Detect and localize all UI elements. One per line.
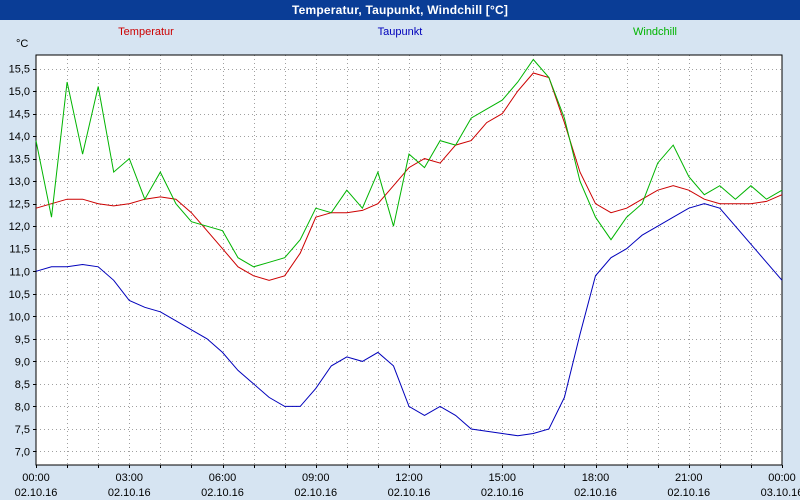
window-title: Temperatur, Taupunkt, Windchill [°C] (291, 3, 509, 17)
x-tick-date-label: 02.10.16 (481, 487, 524, 499)
x-tick-date-label: 02.10.16 (574, 487, 617, 499)
x-tick-time-label: 21:00 (675, 472, 703, 484)
y-tick-label: 15,5 (9, 64, 30, 76)
x-tick-time-label: 12:00 (395, 472, 423, 484)
x-tick-time-label: 00:00 (22, 472, 50, 484)
y-tick-label: 7,5 (15, 424, 30, 436)
y-tick-label: 13,5 (9, 154, 30, 166)
legend-item-taupunkt: Taupunkt (377, 26, 423, 38)
x-tick-date-label: 02.10.16 (15, 487, 58, 499)
y-tick-label: 7,0 (15, 446, 30, 458)
y-tick-label: 10,5 (9, 289, 30, 301)
y-axis-tick-labels: 15,5 15,0 14,5 14,0 13,5 13,0 12,5 12,0 11,5 11,0… (9, 64, 30, 459)
y-tick-label: 8,5 (15, 379, 30, 391)
legend-item-temperatur: Temperatur (118, 26, 174, 38)
y-tick-label: 14,5 (9, 109, 30, 121)
y-axis-unit-label: °C (16, 38, 29, 50)
x-tick-time-label: 18:00 (582, 472, 610, 484)
series-line-temperatur (35, 72, 783, 281)
x-tick-date-label: 02.10.16 (201, 487, 244, 499)
window-title-bar: Temperatur, Taupunkt, Windchill [°C] (0, 0, 800, 20)
x-tick-time-label: 09:00 (302, 472, 330, 484)
x-tick-date-label: 02.10.16 (388, 487, 431, 499)
grid-lines (36, 55, 782, 465)
x-tick-time-label: 03:00 (115, 472, 143, 484)
x-tick-time-label: 00:00 (768, 472, 796, 484)
y-tick-label: 13,0 (9, 176, 30, 188)
x-tick-date-label: 03.10.16 (761, 487, 800, 499)
x-tick-time-label: 06:00 (209, 472, 237, 484)
y-tick-label: 14,0 (9, 131, 30, 143)
x-tick-time-label: 15:00 (488, 472, 516, 484)
series-line-windchill (35, 58, 783, 268)
y-tick-label: 12,5 (9, 199, 30, 211)
y-tick-label: 9,5 (15, 334, 30, 346)
x-axis-tick-labels: 00:00 02.10.16 03:00 02.10.16 06:00 02.10.16 0… (15, 472, 800, 499)
y-tick-label: 11,5 (9, 244, 30, 256)
x-tick-date-label: 02.10.16 (294, 487, 337, 499)
chart-canvas: 15,5 15,0 14,5 14,0 13,5 13,0 12,5 12,0 11,5 11,0… (9, 54, 800, 499)
plot-border (35, 54, 783, 466)
y-tick-label: 12,0 (9, 221, 30, 233)
y-tick-label: 8,0 (15, 401, 30, 413)
y-tick-label: 9,0 (15, 356, 30, 368)
x-tick-date-label: 02.10.16 (667, 487, 710, 499)
y-tick-label: 10,0 (9, 311, 30, 323)
x-tick-date-label: 02.10.16 (108, 487, 151, 499)
legend-item-windchill: Windchill (632, 26, 678, 38)
series-line-taupunkt (35, 203, 783, 437)
y-tick-label: 15,0 (9, 86, 30, 98)
y-tick-label: 11,0 (9, 266, 30, 278)
